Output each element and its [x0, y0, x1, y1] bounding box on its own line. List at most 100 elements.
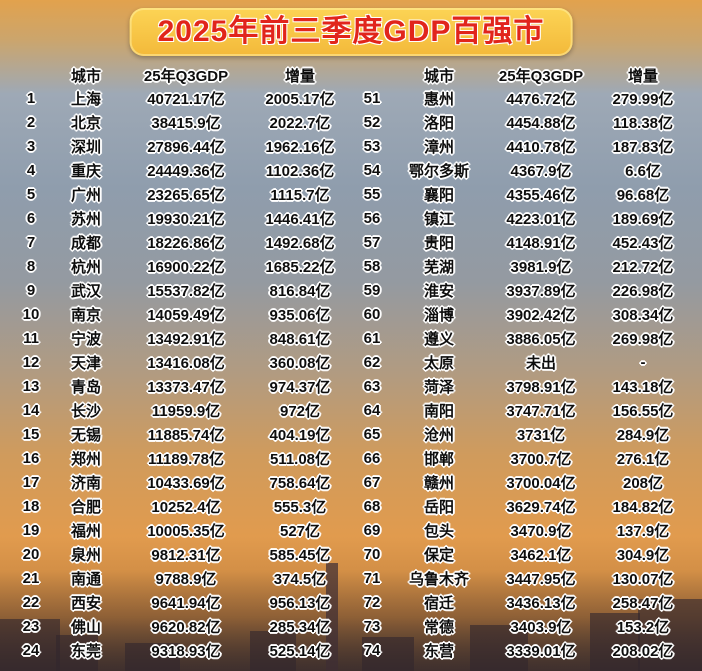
gdp-cell: 3470.9亿 [510, 522, 572, 540]
gdp-cell: 3462.1亿 [510, 546, 572, 564]
gdp-cell: 23265.65亿 [147, 186, 225, 204]
table-row: 66 邯郸 3700.7亿 276.1亿 [351, 446, 689, 470]
gdp-cell: 14059.49亿 [147, 306, 225, 324]
gdp-cell: 3798.91亿 [506, 378, 576, 396]
gdp-cell: 11885.74亿 [147, 426, 225, 444]
gdp-cell: 10005.35亿 [147, 522, 225, 540]
delta-cell: 1102.36亿 [265, 162, 335, 180]
table-row: 12 天津 13416.08亿 360.08亿 [13, 350, 351, 374]
city-cell: 长沙 [70, 402, 101, 420]
rank-cell: 55 [363, 185, 381, 203]
building-silhouette [56, 635, 98, 671]
delta-cell: 226.98亿 [612, 282, 674, 300]
gdp-cell: 9788.9亿 [155, 570, 217, 588]
rank-cell: 66 [363, 449, 381, 467]
table-row: 61 遵义 3886.05亿 269.98亿 [351, 326, 689, 350]
gdp-cell: 3902.42亿 [506, 306, 576, 324]
rank-cell: 1 [26, 89, 36, 107]
table-row: 62 太原 未出 - [351, 350, 689, 374]
gdp-cell: 4355.46亿 [506, 186, 576, 204]
table-header-row: 城市 25年Q3GDP 增量 [13, 64, 351, 86]
gdp-cell: 13373.47亿 [147, 378, 225, 396]
table-row: 63 菏泽 3798.91亿 143.18亿 [351, 374, 689, 398]
delta-cell: 208.02亿 [612, 642, 674, 660]
city-cell: 福州 [70, 522, 101, 540]
city-cell: 无锡 [70, 426, 101, 444]
city-cell: 镇江 [423, 210, 454, 228]
rank-cell: 16 [22, 449, 40, 467]
rank-cell: 8 [26, 257, 36, 275]
rank-cell: 60 [363, 305, 381, 323]
gdp-cell: 3700.04亿 [506, 474, 576, 492]
city-cell: 洛阳 [423, 114, 454, 132]
gdp-cell: 27896.44亿 [147, 138, 225, 156]
table-row: 69 包头 3470.9亿 137.9亿 [351, 518, 689, 542]
rank-cell: 23 [22, 617, 40, 635]
city-cell: 重庆 [70, 162, 101, 180]
delta-cell: 2005.17亿 [265, 90, 335, 108]
rank-cell: 61 [363, 329, 381, 347]
page-title: 2025年前三季度GDP百强市 [157, 15, 545, 48]
city-cell: 包头 [423, 522, 454, 540]
delta-cell: 187.83亿 [612, 138, 674, 156]
city-cell: 贵阳 [423, 234, 454, 252]
city-cell: 菏泽 [423, 378, 454, 396]
table-row: 59 淮安 3937.89亿 226.98亿 [351, 278, 689, 302]
city-header: 城市 [423, 67, 454, 85]
gdp-cell: 16900.22亿 [147, 258, 225, 276]
delta-cell: 269.98亿 [612, 330, 674, 348]
gdp-cell: 3447.95亿 [506, 570, 576, 588]
delta-cell: 527亿 [279, 522, 321, 540]
delta-cell: 972亿 [279, 402, 321, 420]
city-cell: 太原 [423, 354, 454, 372]
gdp-cell: 3629.74亿 [506, 498, 576, 516]
table-row: 6 苏州 19930.21亿 1446.41亿 [13, 206, 351, 230]
table-row: 64 南阳 3747.71亿 156.55亿 [351, 398, 689, 422]
city-cell: 南阳 [423, 402, 454, 420]
building-silhouette [470, 625, 528, 671]
gdp-cell: 9641.94亿 [151, 594, 221, 612]
gdp-cell: 3937.89亿 [506, 282, 576, 300]
table-row: 5 广州 23265.65亿 1115.7亿 [13, 182, 351, 206]
delta-cell: 758.64亿 [269, 474, 331, 492]
table-row: 57 贵阳 4148.91亿 452.43亿 [351, 230, 689, 254]
gdp-cell: 10252.4亿 [151, 498, 221, 516]
gdp-cell: 38415.9亿 [151, 114, 221, 132]
delta-cell: - [640, 353, 646, 371]
gdp-cell: 13492.91亿 [147, 330, 225, 348]
rank-cell: 7 [26, 233, 36, 251]
gdp-cell: 13416.08亿 [147, 354, 225, 372]
rank-cell: 59 [363, 281, 381, 299]
table-row: 14 长沙 11959.9亿 972亿 [13, 398, 351, 422]
city-cell: 襄阳 [423, 186, 454, 204]
city-cell: 淄博 [423, 306, 454, 324]
gdp-cell: 9318.93亿 [151, 642, 221, 660]
gdp-cell: 3700.7亿 [510, 450, 572, 468]
delta-header: 增量 [284, 67, 315, 85]
building-silhouette [125, 643, 180, 671]
delta-cell: 585.45亿 [269, 546, 331, 564]
table-row: 16 郑州 11189.78亿 511.08亿 [13, 446, 351, 470]
table-row: 70 保定 3462.1亿 304.9亿 [351, 542, 689, 566]
rank-cell: 11 [23, 329, 39, 347]
table-row: 1 上海 40721.17亿 2005.17亿 [13, 86, 351, 110]
cityscape-silhouette [0, 563, 702, 671]
rank-cell: 24 [22, 641, 40, 659]
delta-cell: 156.55亿 [612, 402, 674, 420]
delta-cell: 143.18亿 [612, 378, 674, 396]
delta-cell: 279.99亿 [612, 90, 674, 108]
city-cell: 常德 [423, 618, 454, 636]
gdp-cell: 11959.9亿 [151, 402, 221, 420]
gdp-cell: 3731亿 [516, 426, 566, 444]
table-row: 74 东营 3339.01亿 208.02亿 [351, 638, 689, 662]
rank-cell: 64 [363, 401, 381, 419]
gdp-cell: 3886.05亿 [506, 330, 576, 348]
rank-cell: 5 [26, 185, 36, 203]
delta-cell: 452.43亿 [612, 234, 674, 252]
delta-cell: 285.34亿 [269, 618, 331, 636]
delta-cell: 956.13亿 [269, 594, 331, 612]
table-header-row: 城市 25年Q3GDP 增量 [351, 64, 689, 86]
rank-cell: 51 [363, 89, 381, 107]
table-row: 15 无锡 11885.74亿 404.19亿 [13, 422, 351, 446]
rank-cell: 12 [22, 353, 40, 371]
